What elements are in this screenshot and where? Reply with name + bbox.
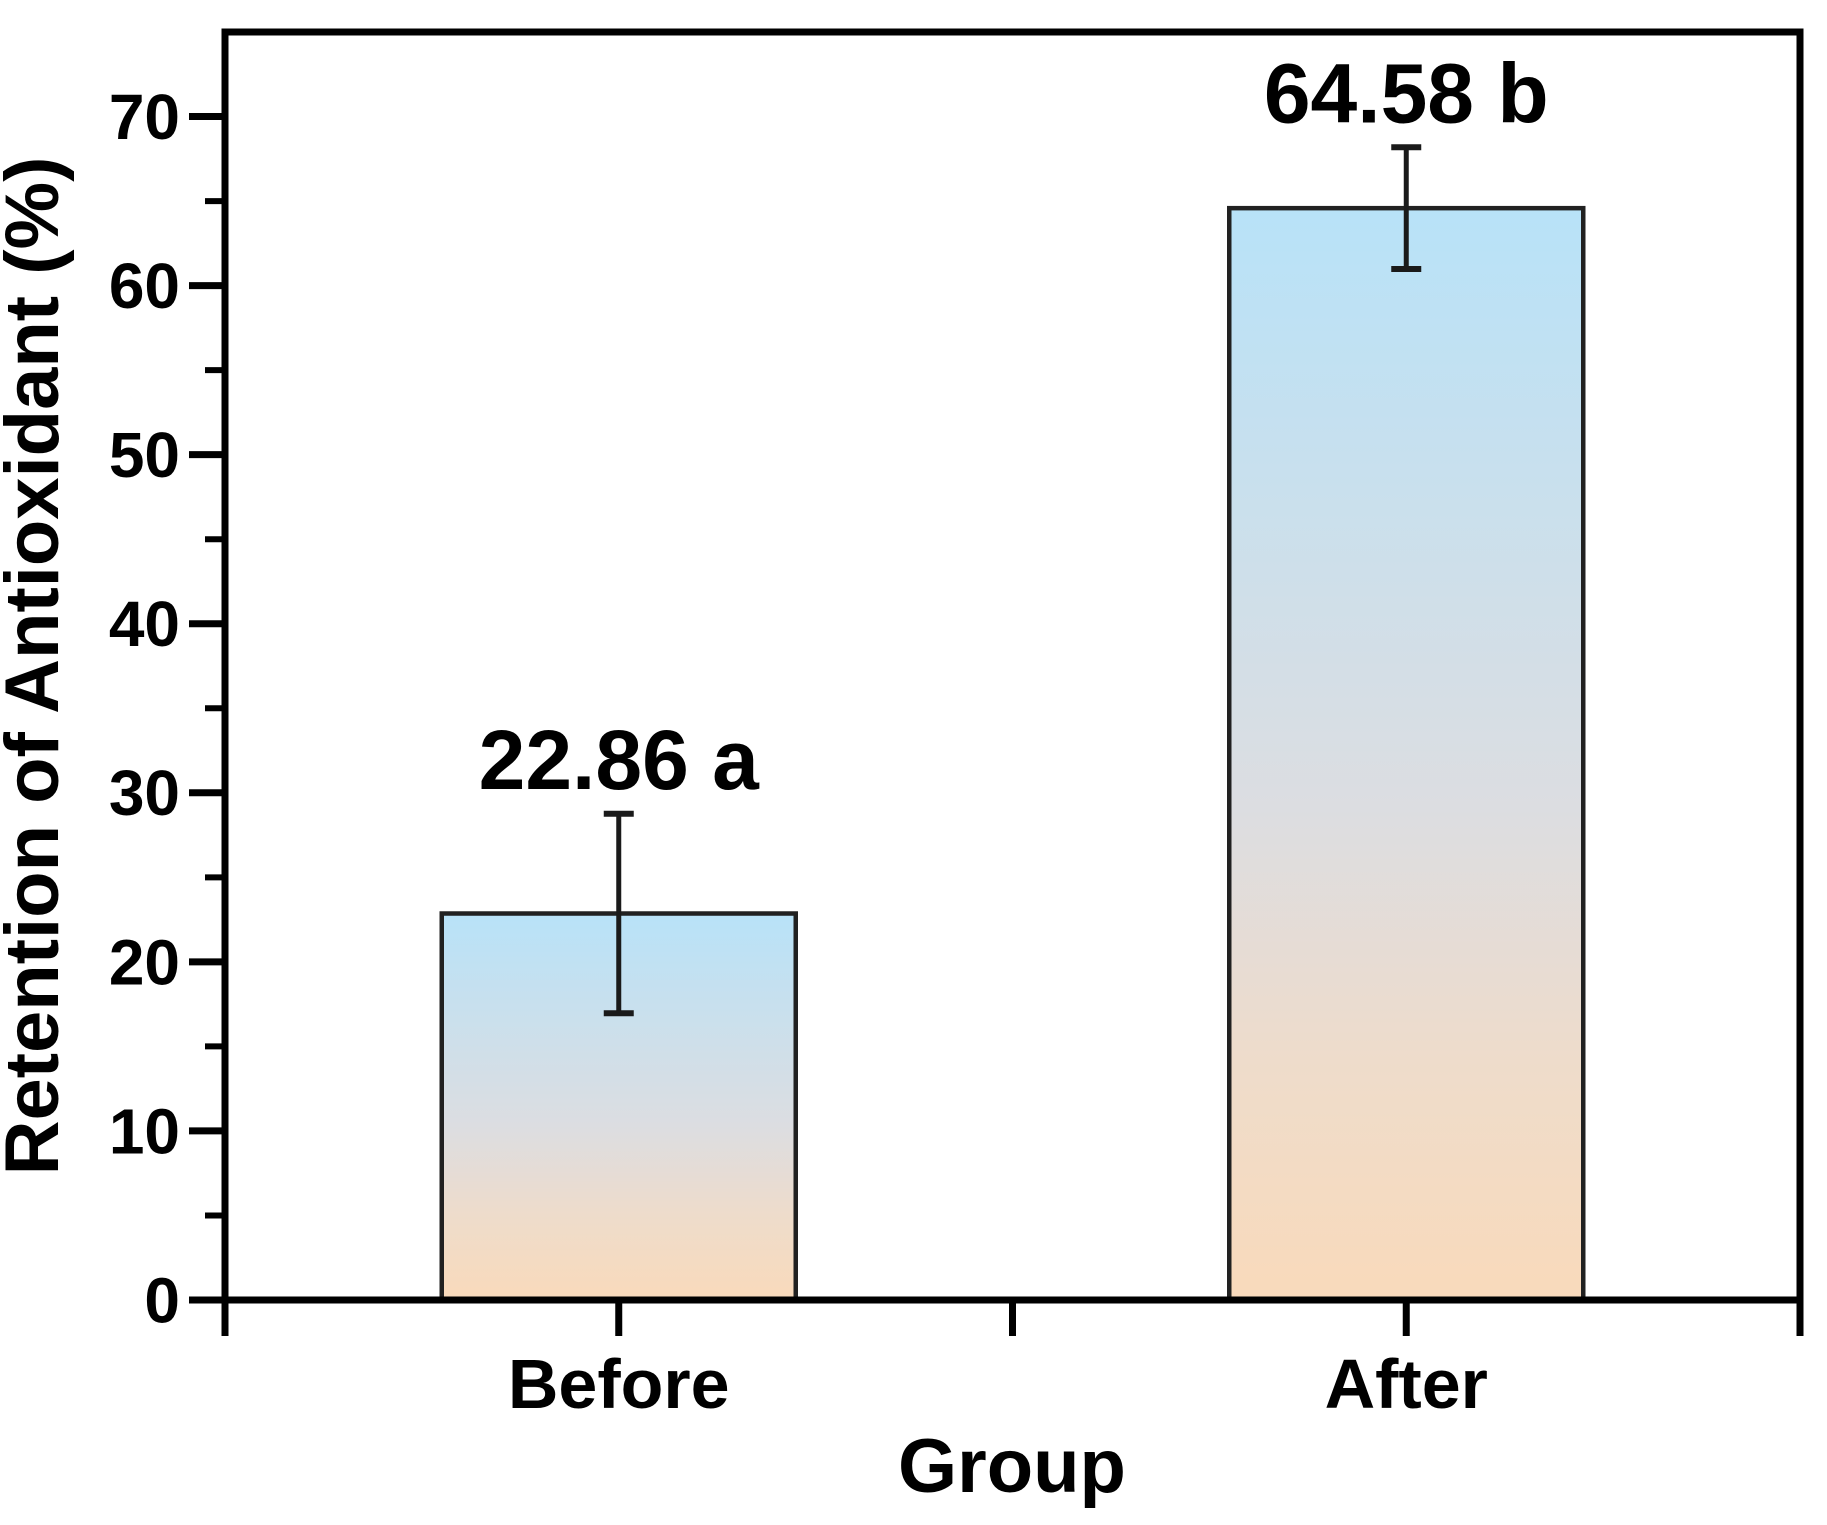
bar-value-label: 64.58 b [1264,46,1549,140]
bar-value-label: 22.86 a [479,713,761,807]
value-labels-layer: 22.86 a 64.58 b [479,46,1549,806]
y-axis-title: Retention of Antioxidant (%) [0,157,75,1176]
tick-labels-layer: 0 10 20 30 40 50 60 70 [109,81,180,1336]
y-ticks-layer [189,113,225,1304]
category-labels-layer: Before After [508,1345,1488,1423]
y-tick-label: 30 [109,757,180,829]
y-tick-label: 70 [109,81,180,153]
y-tick-label: 60 [109,250,180,322]
y-tick-label: 50 [109,419,180,491]
error-bars-layer [603,144,1422,1017]
y-tick-label: 0 [144,1264,180,1336]
x-ticks-layer [221,1300,1804,1336]
category-label-after: After [1325,1345,1488,1423]
category-label-before: Before [508,1345,730,1423]
y-tick-label: 10 [109,1095,180,1167]
y-tick-label: 40 [109,588,180,660]
x-axis-title: Group [898,1424,1126,1509]
bar-after [1227,205,1586,1303]
y-tick-label: 20 [109,926,180,998]
